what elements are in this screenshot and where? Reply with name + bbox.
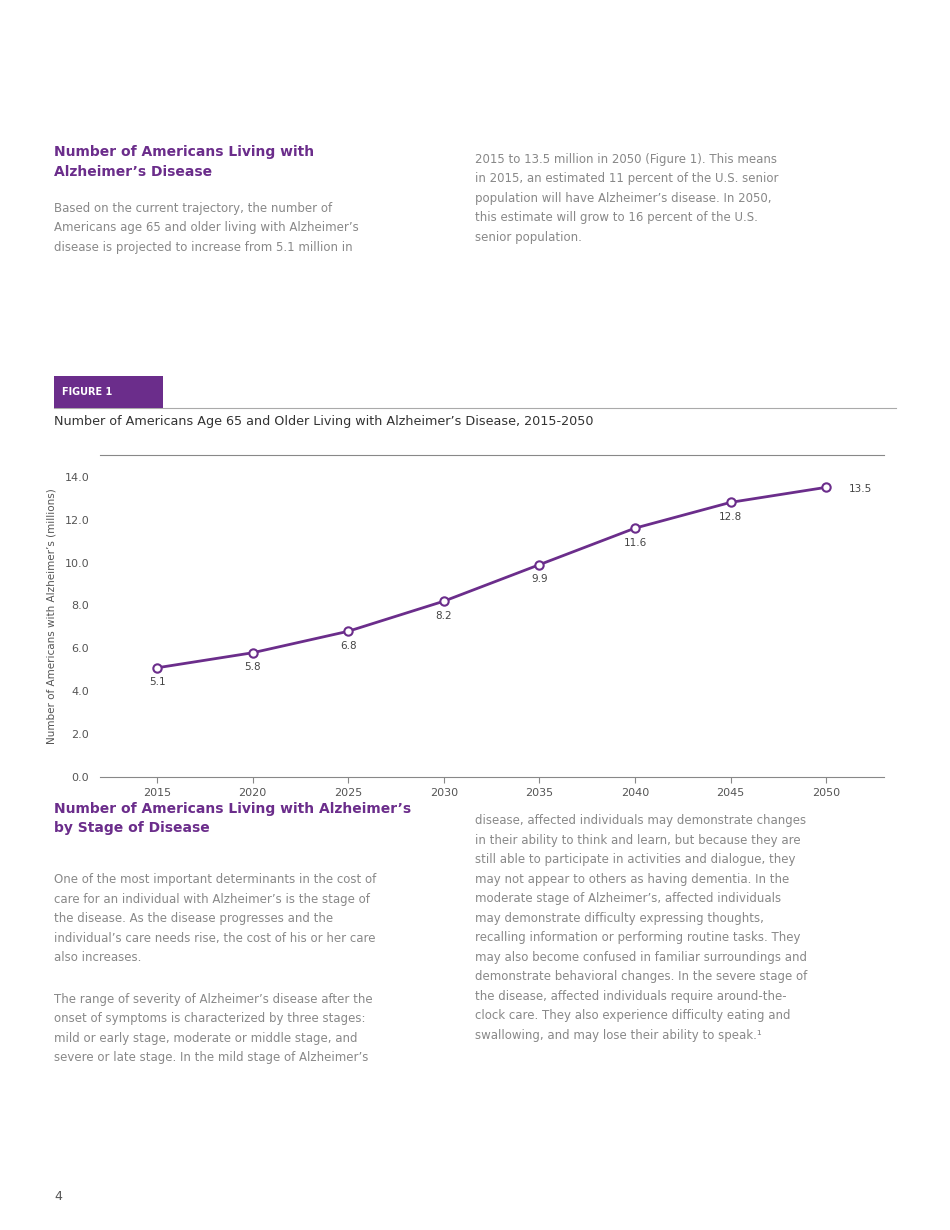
Text: 2015 to 13.5 million in 2050 (Figure 1). This means
in 2015, an estimated 11 per: 2015 to 13.5 million in 2050 (Figure 1).… (475, 153, 778, 244)
Text: 11.6: 11.6 (623, 538, 647, 547)
Text: Number of Americans Living with Alzheimer’s
by Stage of Disease: Number of Americans Living with Alzheime… (54, 802, 411, 835)
Text: Number of Americans Living with
Alzheimer’s Disease: Number of Americans Living with Alzheime… (54, 145, 314, 178)
Text: One of the most important determinants in the cost of
care for an individual wit: One of the most important determinants i… (54, 873, 376, 964)
Text: disease, affected individuals may demonstrate changes
in their ability to think : disease, affected individuals may demons… (475, 814, 808, 1042)
Text: 4: 4 (54, 1189, 62, 1203)
Y-axis label: Number of Americans with Alzheimer’s (millions): Number of Americans with Alzheimer’s (mi… (47, 488, 56, 744)
Text: The range of severity of Alzheimer’s disease after the
onset of symptoms is char: The range of severity of Alzheimer’s dis… (54, 993, 372, 1064)
Text: 12.8: 12.8 (719, 512, 742, 522)
Text: 6.8: 6.8 (340, 641, 356, 651)
Text: 8.2: 8.2 (435, 611, 452, 621)
Text: 9.9: 9.9 (531, 574, 548, 584)
Text: FIGURE 1: FIGURE 1 (62, 387, 112, 397)
Text: 5.1: 5.1 (149, 678, 165, 688)
FancyBboxPatch shape (54, 376, 163, 408)
Text: Number of Americans Age 65 and Older Living with Alzheimer’s Disease, 2015-2050: Number of Americans Age 65 and Older Liv… (54, 415, 594, 428)
Text: 5.8: 5.8 (244, 663, 261, 673)
Text: 13.5: 13.5 (849, 485, 872, 494)
Text: Based on the current trajectory, the number of
Americans age 65 and older living: Based on the current trajectory, the num… (54, 202, 359, 253)
